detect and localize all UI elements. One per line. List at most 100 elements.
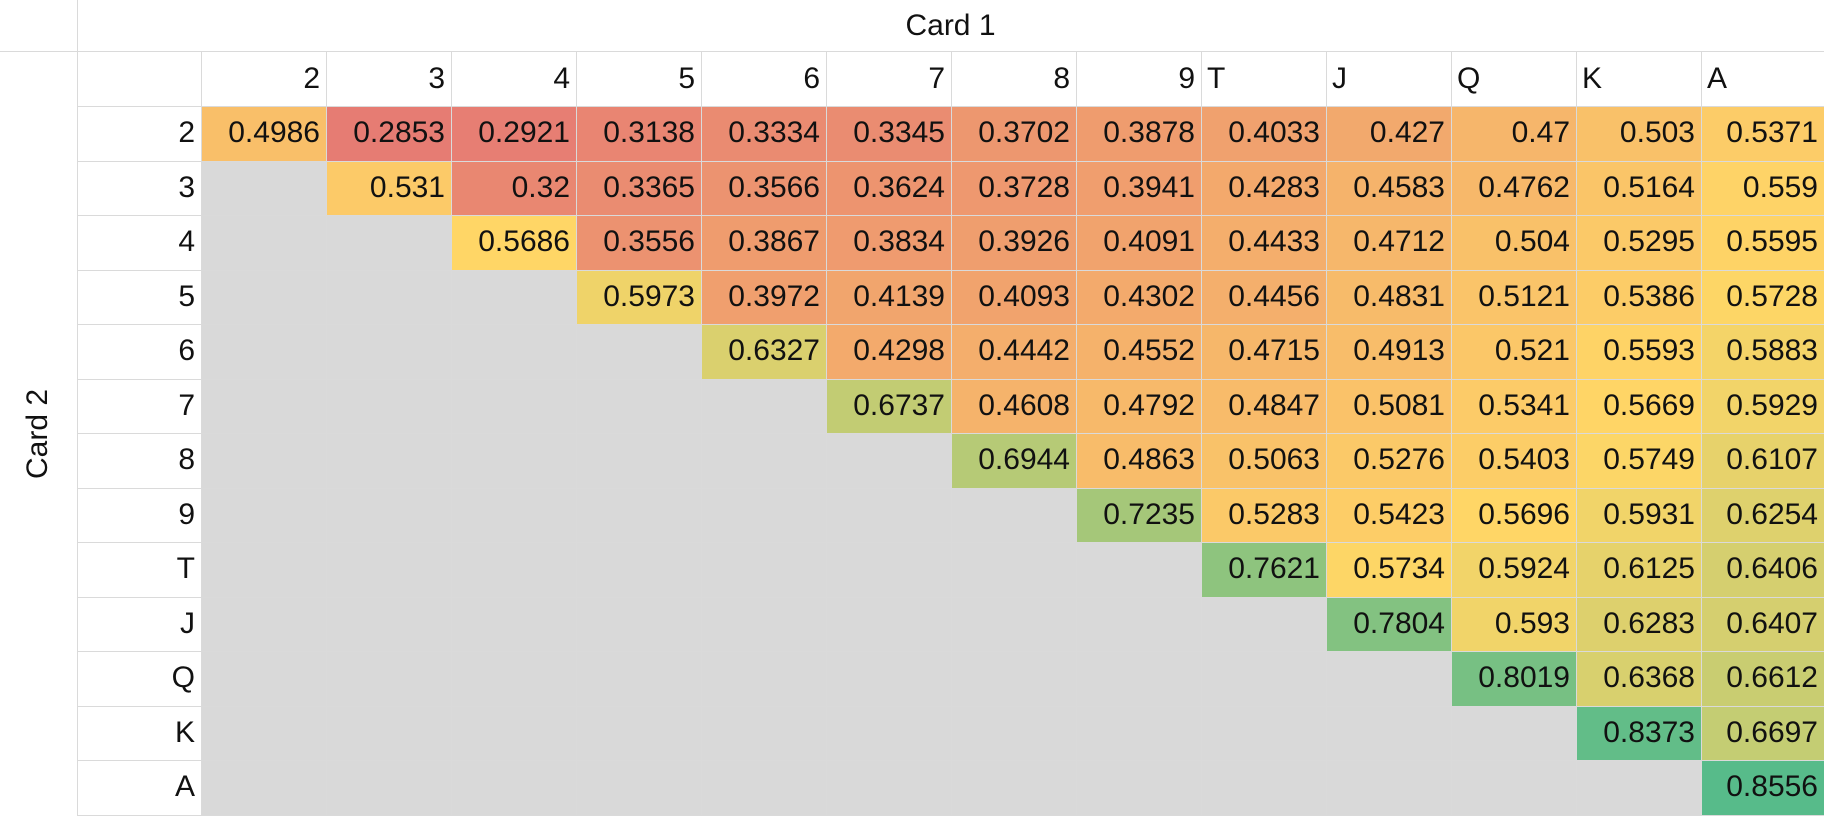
blank-cell[interactable]: [201, 705, 326, 760]
value-cell-6-6[interactable]: 0.6327: [701, 324, 826, 379]
blank-cell[interactable]: [201, 542, 326, 597]
value-cell-4-K[interactable]: 0.5295: [1576, 215, 1701, 270]
value-cell-7-Q[interactable]: 0.5341: [1451, 378, 1576, 433]
value-cell-3-K[interactable]: 0.5164: [1576, 160, 1701, 215]
row-header-5[interactable]: 5: [178, 279, 195, 313]
value-cell-3-5[interactable]: 0.3365: [576, 160, 701, 215]
row-header-8[interactable]: 8: [178, 443, 195, 477]
value-cell-7-J[interactable]: 0.5081: [1326, 378, 1451, 433]
value-cell-8-T[interactable]: 0.5063: [1201, 433, 1326, 488]
value-cell-8-9[interactable]: 0.4863: [1076, 433, 1201, 488]
blank-cell[interactable]: [1451, 760, 1576, 815]
blank-cell[interactable]: [576, 760, 701, 815]
blank-cell[interactable]: [951, 705, 1076, 760]
value-cell-5-9[interactable]: 0.4302: [1076, 269, 1201, 324]
blank-cell[interactable]: [951, 487, 1076, 542]
value-cell-2-4[interactable]: 0.2921: [451, 106, 576, 161]
blank-cell[interactable]: [826, 651, 951, 706]
value-cell-6-J[interactable]: 0.4913: [1326, 324, 1451, 379]
blank-cell[interactable]: [951, 596, 1076, 651]
column-header-6[interactable]: 6: [803, 62, 820, 95]
blank-cell[interactable]: [1576, 760, 1701, 815]
value-cell-4-A[interactable]: 0.5595: [1701, 215, 1824, 270]
row-header-T[interactable]: T: [176, 552, 195, 586]
blank-cell[interactable]: [576, 378, 701, 433]
value-cell-5-7[interactable]: 0.4139: [826, 269, 951, 324]
blank-cell[interactable]: [1201, 651, 1326, 706]
value-cell-4-7[interactable]: 0.3834: [826, 215, 951, 270]
value-cell-6-A[interactable]: 0.5883: [1701, 324, 1824, 379]
blank-cell[interactable]: [326, 215, 451, 270]
row-header-K[interactable]: K: [174, 715, 195, 749]
blank-cell[interactable]: [1201, 596, 1326, 651]
blank-cell[interactable]: [576, 596, 701, 651]
value-cell-J-K[interactable]: 0.6283: [1576, 596, 1701, 651]
blank-cell[interactable]: [1076, 651, 1201, 706]
blank-cell[interactable]: [326, 487, 451, 542]
value-cell-3-4[interactable]: 0.32: [451, 160, 576, 215]
value-cell-T-Q[interactable]: 0.5924: [1451, 542, 1576, 597]
blank-cell[interactable]: [326, 651, 451, 706]
blank-cell[interactable]: [701, 705, 826, 760]
value-cell-3-3[interactable]: 0.531: [326, 160, 451, 215]
blank-cell[interactable]: [701, 760, 826, 815]
blank-cell[interactable]: [701, 542, 826, 597]
column-header-5[interactable]: 5: [678, 62, 695, 95]
value-cell-5-8[interactable]: 0.4093: [951, 269, 1076, 324]
column-header-J[interactable]: J: [1332, 62, 1347, 95]
blank-cell[interactable]: [201, 324, 326, 379]
value-cell-3-9[interactable]: 0.3941: [1076, 160, 1201, 215]
blank-cell[interactable]: [1326, 651, 1451, 706]
value-cell-T-T[interactable]: 0.7621: [1201, 542, 1326, 597]
value-cell-2-2[interactable]: 0.4986: [201, 106, 326, 161]
value-cell-4-8[interactable]: 0.3926: [951, 215, 1076, 270]
card1-axis-header[interactable]: Card 1: [77, 0, 1824, 51]
blank-cell[interactable]: [451, 433, 576, 488]
value-cell-8-J[interactable]: 0.5276: [1326, 433, 1451, 488]
row-header-2[interactable]: 2: [178, 116, 195, 150]
blank-cell[interactable]: [326, 433, 451, 488]
blank-cell[interactable]: [201, 215, 326, 270]
value-cell-J-J[interactable]: 0.7804: [1326, 596, 1451, 651]
value-cell-6-Q[interactable]: 0.521: [1451, 324, 1576, 379]
row-header-6[interactable]: 6: [178, 334, 195, 368]
value-cell-K-K[interactable]: 0.8373: [1576, 705, 1701, 760]
card2-axis-header[interactable]: Card 2: [0, 52, 76, 815]
blank-cell[interactable]: [576, 705, 701, 760]
column-header-A[interactable]: A: [1707, 62, 1728, 95]
value-cell-J-Q[interactable]: 0.593: [1451, 596, 1576, 651]
value-cell-6-7[interactable]: 0.4298: [826, 324, 951, 379]
blank-cell[interactable]: [1076, 705, 1201, 760]
column-header-2[interactable]: 2: [303, 62, 320, 95]
blank-cell[interactable]: [826, 542, 951, 597]
blank-cell[interactable]: [1326, 705, 1451, 760]
row-header-J[interactable]: J: [180, 606, 195, 640]
value-cell-4-9[interactable]: 0.4091: [1076, 215, 1201, 270]
blank-cell[interactable]: [951, 760, 1076, 815]
value-cell-4-Q[interactable]: 0.504: [1451, 215, 1576, 270]
value-cell-T-J[interactable]: 0.5734: [1326, 542, 1451, 597]
blank-cell[interactable]: [951, 542, 1076, 597]
blank-cell[interactable]: [1326, 760, 1451, 815]
column-header-8[interactable]: 8: [1053, 62, 1070, 95]
row-header-9[interactable]: 9: [178, 497, 195, 531]
blank-cell[interactable]: [201, 596, 326, 651]
value-cell-2-A[interactable]: 0.5371: [1701, 106, 1824, 161]
column-header-7[interactable]: 7: [928, 62, 945, 95]
blank-cell[interactable]: [326, 542, 451, 597]
column-header-Q[interactable]: Q: [1457, 62, 1481, 95]
value-cell-9-Q[interactable]: 0.5696: [1451, 487, 1576, 542]
blank-cell[interactable]: [576, 651, 701, 706]
value-cell-5-Q[interactable]: 0.5121: [1451, 269, 1576, 324]
blank-cell[interactable]: [1451, 705, 1576, 760]
blank-cell[interactable]: [576, 542, 701, 597]
value-cell-4-T[interactable]: 0.4433: [1201, 215, 1326, 270]
value-cell-7-8[interactable]: 0.4608: [951, 378, 1076, 433]
value-cell-7-7[interactable]: 0.6737: [826, 378, 951, 433]
value-cell-Q-A[interactable]: 0.6612: [1701, 651, 1824, 706]
value-cell-8-8[interactable]: 0.6944: [951, 433, 1076, 488]
value-cell-4-6[interactable]: 0.3867: [701, 215, 826, 270]
row-header-A[interactable]: A: [174, 770, 195, 804]
column-header-4[interactable]: 4: [553, 62, 570, 95]
value-cell-3-J[interactable]: 0.4583: [1326, 160, 1451, 215]
